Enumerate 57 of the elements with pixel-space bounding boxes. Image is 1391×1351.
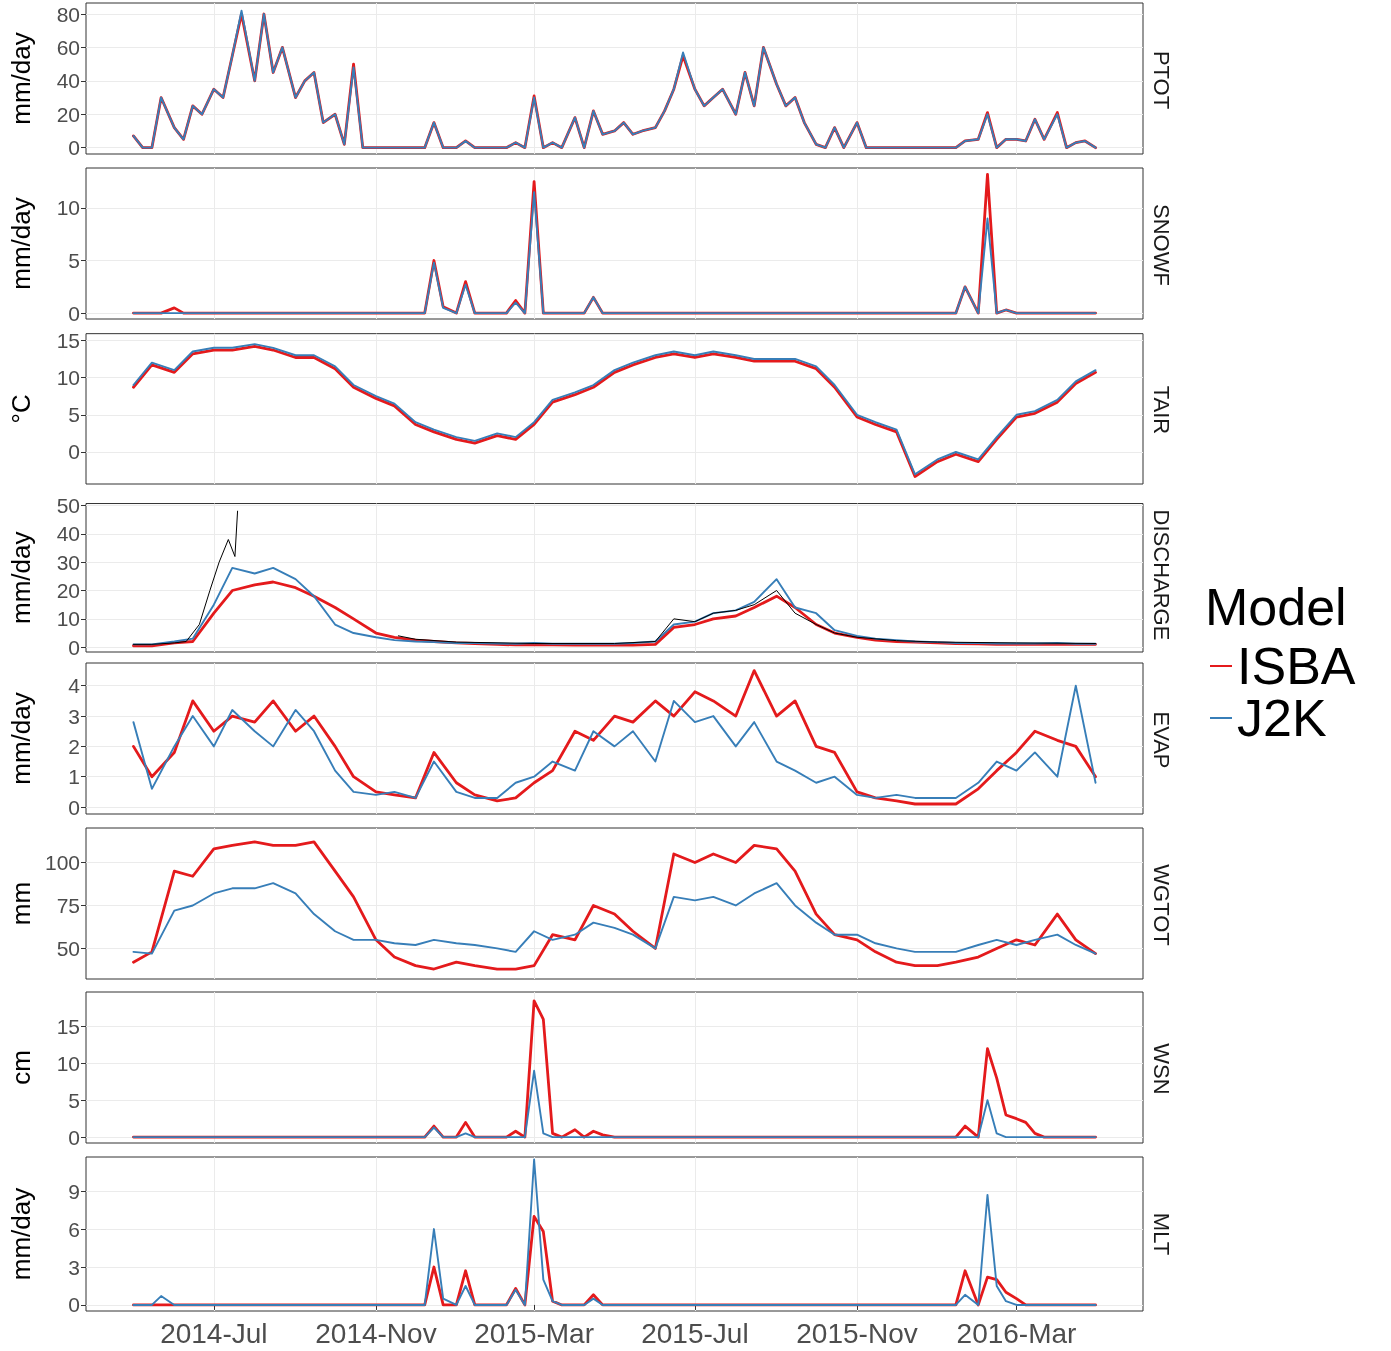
y-tick-label: 0	[68, 635, 80, 659]
y-axis-title: mm/day	[6, 197, 36, 290]
text: DISCHARGE	[1148, 509, 1174, 641]
y-tick-label: 10	[56, 1051, 80, 1075]
y-tick-label: 0	[68, 1125, 80, 1149]
y-tick-label: 3	[68, 1255, 80, 1279]
y-axis-title: cm	[6, 1050, 36, 1085]
x-tick-label: 2014-Jul	[160, 1317, 268, 1349]
y-tick-label: 0	[68, 795, 80, 819]
text: MLT	[1148, 1212, 1174, 1256]
x-tick-label: 2015-Mar	[474, 1317, 595, 1349]
y-tick-label: 10	[56, 196, 80, 220]
y-tick-label: 3	[68, 704, 80, 728]
y-tick-label: 9	[68, 1179, 80, 1203]
y-axis-title: mm	[6, 881, 36, 926]
text: PTOT	[1148, 50, 1174, 110]
y-axis-title: °C	[6, 394, 36, 424]
y-tick-label: 50	[56, 936, 80, 960]
y-tick-label: 5	[68, 403, 80, 427]
y-tick-label: 0	[68, 301, 80, 325]
y-tick-label: 100	[44, 851, 80, 875]
y-axis-title: mm/day	[6, 32, 36, 125]
x-tick-label: 2016-Mar	[956, 1317, 1077, 1349]
x-tick-label: 2015-Jul	[641, 1317, 749, 1349]
y-tick-label: 0	[68, 136, 80, 160]
text: TAIR	[1148, 385, 1174, 435]
y-tick-label: 1	[68, 765, 80, 789]
y-tick-label: 60	[56, 35, 80, 59]
text: WGTOT	[1148, 864, 1174, 946]
y-tick-label: 20	[56, 102, 80, 126]
y-tick-label: 5	[68, 1088, 80, 1112]
y-tick-label: 75	[56, 893, 80, 917]
y-axis-title: mm/day	[6, 1187, 36, 1281]
y-axis-title: mm/day	[6, 692, 36, 785]
y-tick-label: 80	[56, 2, 80, 26]
y-tick-label: 40	[56, 522, 80, 546]
y-tick-label: 4	[68, 674, 81, 698]
legend-title: Model	[1205, 578, 1347, 636]
y-tick-label: 50	[56, 494, 80, 517]
y-tick-label: 0	[68, 1293, 80, 1317]
y-tick-label: 10	[56, 366, 80, 390]
y-tick-label: 40	[56, 69, 80, 93]
text: WSN	[1148, 1043, 1174, 1095]
y-tick-label: 15	[56, 1015, 80, 1039]
text: EVAP	[1148, 711, 1174, 769]
y-tick-label: 30	[56, 550, 80, 574]
text: SNOWF	[1148, 204, 1174, 286]
y-tick-label: 10	[56, 607, 80, 631]
x-tick-label: 2014-Nov	[315, 1317, 437, 1349]
y-tick-label: 2	[68, 734, 80, 758]
y-tick-label: 15	[56, 328, 80, 352]
y-tick-label: 0	[68, 440, 80, 464]
y-tick-label: 20	[56, 579, 80, 603]
y-tick-label: 5	[68, 249, 80, 273]
y-tick-label: 6	[68, 1217, 80, 1241]
x-tick-label: 2015-Nov	[796, 1317, 918, 1349]
y-axis-title: mm/day	[6, 531, 36, 624]
